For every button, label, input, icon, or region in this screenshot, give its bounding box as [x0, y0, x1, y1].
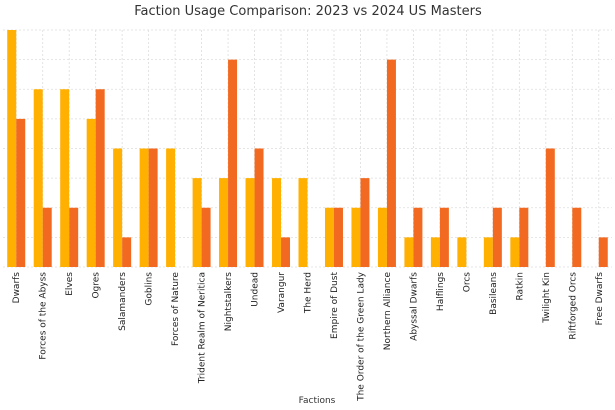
bar-series-2-undead: [254, 148, 264, 267]
bars: [7, 30, 608, 267]
chart-title: Faction Usage Comparison: 2023 vs 2024 U…: [134, 4, 482, 19]
bar-series-2-the-order-of-the-green-lady: [360, 178, 370, 267]
bar-series-1-the-order-of-the-green-lady: [351, 207, 361, 267]
bar-series-2-free-dwarfs: [598, 237, 608, 267]
x-tick-label: Forces of Nature: [171, 272, 181, 346]
bar-series-2-basileans: [492, 207, 502, 267]
bar-series-2-dwarfs: [16, 118, 26, 267]
bar-series-1-forces-of-the-abyss: [33, 89, 43, 267]
bar-series-1-salamanders: [113, 148, 123, 267]
x-tick-label: Abyssal Dwarfs: [409, 272, 419, 341]
x-tick-label: Salamanders: [118, 272, 128, 331]
bar-series-2-empire-of-dust: [333, 207, 343, 267]
bar-series-1-dwarfs: [7, 30, 17, 267]
bar-series-2-salamanders: [122, 237, 132, 267]
bar-series-2-nightstalkers: [228, 59, 238, 267]
x-tick-label: Varangur: [277, 272, 287, 313]
bar-series-1-elves: [60, 89, 70, 267]
bar-series-1-ogres: [86, 118, 96, 267]
bar-series-2-abyssal-dwarfs: [413, 207, 423, 267]
bar-series-1-varangur: [272, 178, 282, 267]
bar-series-1-undead: [245, 178, 255, 267]
x-tick-label: Riftforged Orcs: [568, 272, 578, 340]
x-tick-label: The Order of the Green Lady: [356, 271, 366, 402]
bar-series-2-twilight-kin: [545, 148, 555, 267]
x-tick-label: Ogres: [92, 272, 102, 299]
bar-series-1-basileans: [483, 237, 493, 267]
x-tick-label: Basileans: [489, 272, 499, 315]
x-tick-label: The Herd: [304, 272, 314, 314]
x-tick-label: Free Dwarfs: [595, 272, 605, 326]
bar-series-1-trident-realm-of-neritica: [192, 178, 202, 267]
bar-series-2-elves: [69, 207, 79, 267]
bar-series-2-trident-realm-of-neritica: [201, 207, 211, 267]
x-tick-label: Trident Realm of Neritica: [198, 272, 208, 384]
bar-series-1-ratkin: [510, 237, 520, 267]
x-tick-label: Northern Alliance: [383, 272, 393, 351]
x-tick-label: Elves: [65, 272, 75, 296]
bar-series-2-ratkin: [519, 207, 529, 267]
bar-series-2-varangur: [281, 237, 291, 267]
bar-series-1-orcs: [457, 237, 467, 267]
bar-series-2-ogres: [95, 89, 105, 267]
bar-series-1-halflings: [430, 237, 440, 267]
bar-series-1-empire-of-dust: [324, 207, 334, 267]
x-tick-label: Dwarfs: [12, 272, 22, 304]
bar-series-2-northern-alliance: [386, 59, 396, 267]
x-tick-label: Orcs: [462, 272, 472, 293]
bar-series-1-northern-alliance: [377, 207, 387, 267]
bar-series-1-abyssal-dwarfs: [404, 237, 414, 267]
bar-series-2-forces-of-the-abyss: [42, 207, 52, 267]
x-tick-label: Goblins: [145, 272, 155, 306]
x-axis-label: Factions: [299, 396, 336, 406]
x-tick-label: Ratkin: [515, 272, 525, 301]
bar-series-2-riftforged-orcs: [572, 207, 582, 267]
x-tick-label: Undead: [251, 272, 261, 307]
x-tick-label: Twilight Kin: [542, 272, 552, 324]
x-tick-label: Empire of Dust: [330, 272, 340, 339]
bar-series-2-goblins: [148, 148, 158, 267]
x-tick-label: Forces of the Abyss: [39, 272, 49, 360]
bar-series-1-forces-of-nature: [166, 148, 176, 267]
bar-series-1-the-herd: [298, 178, 308, 267]
bar-series-1-nightstalkers: [219, 178, 229, 267]
x-tick-label: Nightstalkers: [224, 272, 234, 332]
bar-series-1-goblins: [139, 148, 149, 267]
x-tick-label: Halflings: [436, 272, 446, 311]
x-tick-labels: Dwarfs Forces of the Abyss Elves Ogres Salam…: [12, 271, 605, 402]
bar-series-2-halflings: [439, 207, 449, 267]
